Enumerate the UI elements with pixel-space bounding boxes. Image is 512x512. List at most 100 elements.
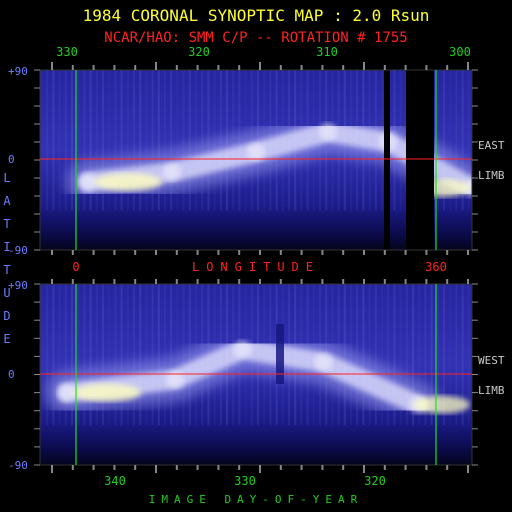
latitude-letter: I [3, 240, 10, 254]
heatmap-streak [52, 70, 55, 211]
heatmap-streak [83, 284, 86, 426]
heatmap-streak [443, 70, 445, 211]
heatmap-streak [89, 70, 92, 211]
heatmap-streak [157, 70, 160, 211]
limb-label-bottom: LIMB [478, 384, 505, 397]
heatmap-streak [40, 284, 42, 426]
band-point [166, 370, 184, 389]
band-point [233, 340, 252, 359]
heatmap-streak [114, 284, 117, 426]
heatmap-streak [418, 284, 421, 426]
heatmap-streak [467, 284, 470, 426]
longitude-marker-label: 0 [72, 260, 79, 274]
longitude-axis: 0 360 LONGITUDE IMAGE DAY-OF-YEAR [72, 260, 446, 506]
limb-label-top: WEST [478, 354, 505, 367]
y-tick-label: -90 [8, 244, 28, 257]
heatmap-streak [58, 70, 61, 211]
band-point [247, 143, 265, 161]
latitude-letter: T [3, 217, 10, 231]
data-gap [406, 70, 432, 250]
heatmap-streak [424, 284, 427, 426]
limb-label-top: EAST [478, 139, 505, 152]
heatmap-streak [40, 70, 42, 211]
east-limb-panel: 330 320 310 300 +90 0 -90 EAST LIMB [8, 45, 505, 257]
band-point [79, 173, 97, 191]
heatmap-streak [164, 284, 166, 426]
heatmap-streak [114, 70, 117, 211]
band-point [163, 163, 181, 181]
x-tick-label: 340 [104, 474, 126, 488]
heatmap-streak [126, 284, 129, 426]
heatmap-streak [64, 70, 67, 211]
heatmap-streak [399, 284, 402, 426]
x-tick-label: 330 [56, 45, 78, 59]
heatmap-streak [126, 70, 129, 211]
heatmap-streak [188, 70, 191, 211]
latitude-letter: E [3, 332, 10, 346]
heatmap-streak [176, 70, 179, 211]
heatmap-streak [120, 70, 123, 211]
latitude-letter: T [3, 263, 10, 277]
x-tick-label: 320 [364, 474, 386, 488]
heatmap-streak [201, 70, 204, 211]
heatmap-streak [145, 70, 148, 211]
longitude-marker-label: 360 [425, 260, 447, 274]
heatmap-streak [182, 70, 185, 211]
heatmap-streak [83, 70, 86, 211]
heatmap-streak [71, 70, 73, 211]
heatmap-streak [430, 284, 433, 426]
heatmap-streak [77, 284, 80, 426]
heatmap-streak [195, 70, 197, 211]
heatmap-streak [461, 70, 464, 211]
heatmap-streak [455, 284, 458, 426]
heatmap-streak [46, 284, 49, 426]
band-point [58, 383, 76, 402]
heatmap-streak [46, 70, 49, 211]
data-gap [276, 324, 284, 384]
heatmap-streak [108, 70, 111, 211]
corona-band [78, 122, 472, 198]
heatmap-streak [133, 70, 135, 211]
heatmap-streak [368, 284, 371, 426]
heatmap-streak [102, 284, 104, 426]
x-tick-label: 310 [316, 45, 338, 59]
y-tick-label: 0 [8, 368, 15, 381]
chart-subtitle: NCAR/HAO: SMM C/P -- ROTATION # 1755 [104, 30, 407, 46]
latitude-letter: U [3, 286, 10, 300]
heatmap-streak [436, 284, 439, 426]
heatmap-streak [436, 70, 439, 211]
heatmap-streak [374, 284, 377, 426]
heatmap-streak [71, 284, 73, 426]
heatmap-streak [170, 284, 173, 426]
heatmap-streak [58, 284, 61, 426]
heatmap-streak [151, 70, 154, 211]
heatmap-streak [412, 284, 414, 426]
heatmap-streak [455, 70, 458, 211]
heatmap-streak [139, 284, 142, 426]
x-tick-label: 320 [188, 45, 210, 59]
west-limb-panel: 340 330 320 +90 0 -90 WEST LIMB [8, 279, 505, 488]
heatmap-streak [387, 284, 390, 426]
heatmap-streak [449, 70, 452, 211]
x-tick-label: 330 [234, 474, 256, 488]
chart-title: 1984 CORONAL SYNOPTIC MAP : 2.0 Rsun [83, 6, 430, 25]
heatmap-image [40, 70, 472, 250]
heatmap-streak [64, 284, 67, 426]
heatmap-streak [449, 284, 452, 426]
heatmap-streak [405, 284, 408, 426]
hot-spot-left [94, 173, 162, 191]
band-point [319, 123, 337, 141]
heatmap-streak [151, 284, 154, 426]
heatmap-streak [108, 284, 111, 426]
longitude-axis-label: LONGITUDE [192, 260, 320, 274]
heatmap-streak [139, 70, 142, 211]
y-tick-label: +90 [8, 65, 28, 78]
hot-spot-right [414, 395, 470, 414]
latitude-letter: A [3, 194, 11, 208]
heatmap-streak [157, 284, 160, 426]
heatmap-streak [362, 284, 365, 426]
heatmap-streak [145, 284, 148, 426]
heatmap-streak [461, 284, 464, 426]
